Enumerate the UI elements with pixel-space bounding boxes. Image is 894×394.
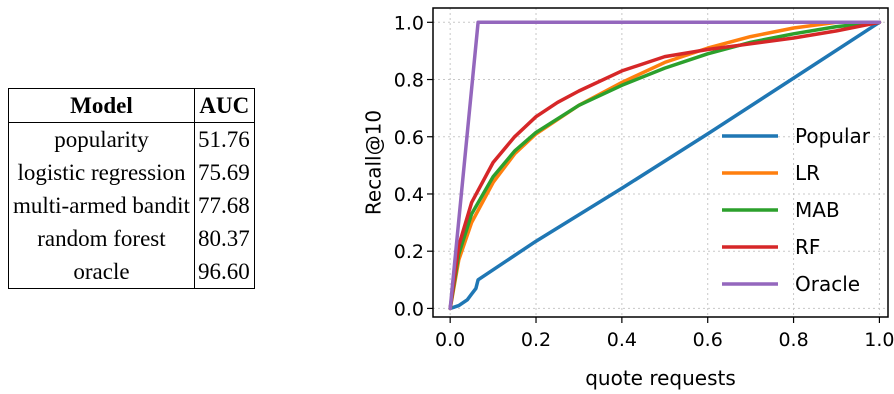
- legend-label: Oracle: [795, 272, 860, 296]
- table-row: multi-armed bandit 77.68: [8, 189, 255, 222]
- x-tick-label: 0.0: [435, 329, 465, 351]
- series-line-oracle: [448, 20, 882, 311]
- auc-table: Model AUC popularity 51.76 logistic regr…: [8, 88, 255, 289]
- y-axis-title: Recall@10: [362, 110, 386, 215]
- series-lines: [448, 20, 882, 311]
- table-row: random forest 80.37: [8, 222, 255, 255]
- model-cell: multi-armed bandit: [8, 189, 195, 222]
- legend: Popular LR MAB RF Oracle: [722, 124, 871, 296]
- y-tick-label: 0.2: [394, 241, 424, 263]
- y-tick-label: 0.8: [394, 70, 424, 92]
- y-tick-label: 0.4: [394, 184, 424, 206]
- legend-label: RF: [795, 235, 820, 259]
- legend-label: Popular: [795, 124, 871, 148]
- legend-label: MAB: [795, 198, 840, 222]
- x-tick-label: 0.4: [607, 329, 637, 351]
- auc-table-container: Model AUC popularity 51.76 logistic regr…: [8, 88, 255, 289]
- series-line-mab: [448, 20, 882, 311]
- y-tick-label: 0.6: [394, 127, 424, 149]
- table-row: popularity 51.76: [8, 122, 255, 156]
- y-tick-label: 0.0: [394, 298, 424, 320]
- x-tick-label: 0.2: [521, 329, 551, 351]
- x-tick-label: 1.0: [864, 329, 894, 351]
- header-auc: AUC: [193, 88, 255, 123]
- plot-frame: [432, 7, 889, 318]
- table-row: logistic regression 75.69: [8, 156, 255, 189]
- model-cell: random forest: [8, 222, 195, 255]
- auc-cell: 77.68: [193, 189, 255, 222]
- series-line-rf: [448, 20, 882, 311]
- axis-ticks: 0.0 0.2 0.4 0.6 0.8 1.0 0.0 0.2 0.4 0.6 0.8 1.0: [394, 12, 894, 351]
- table-row: oracle 96.60: [8, 255, 255, 289]
- auc-cell: 75.69: [193, 156, 255, 189]
- model-cell: logistic regression: [8, 156, 195, 189]
- x-axis-title: quote requests: [585, 366, 736, 390]
- x-tick-label: 0.8: [778, 329, 808, 351]
- model-cell: popularity: [8, 122, 195, 156]
- auc-cell: 51.76: [193, 122, 255, 156]
- x-tick-label: 0.6: [693, 329, 723, 351]
- series-line-popular: [448, 20, 882, 311]
- header-model: Model: [8, 88, 195, 123]
- auc-cell: 80.37: [193, 222, 255, 255]
- y-tick-label: 1.0: [394, 12, 424, 34]
- legend-label: LR: [795, 161, 820, 185]
- model-cell: oracle: [8, 255, 195, 289]
- table-header-row: Model AUC: [8, 88, 255, 123]
- auc-cell: 96.60: [193, 255, 255, 289]
